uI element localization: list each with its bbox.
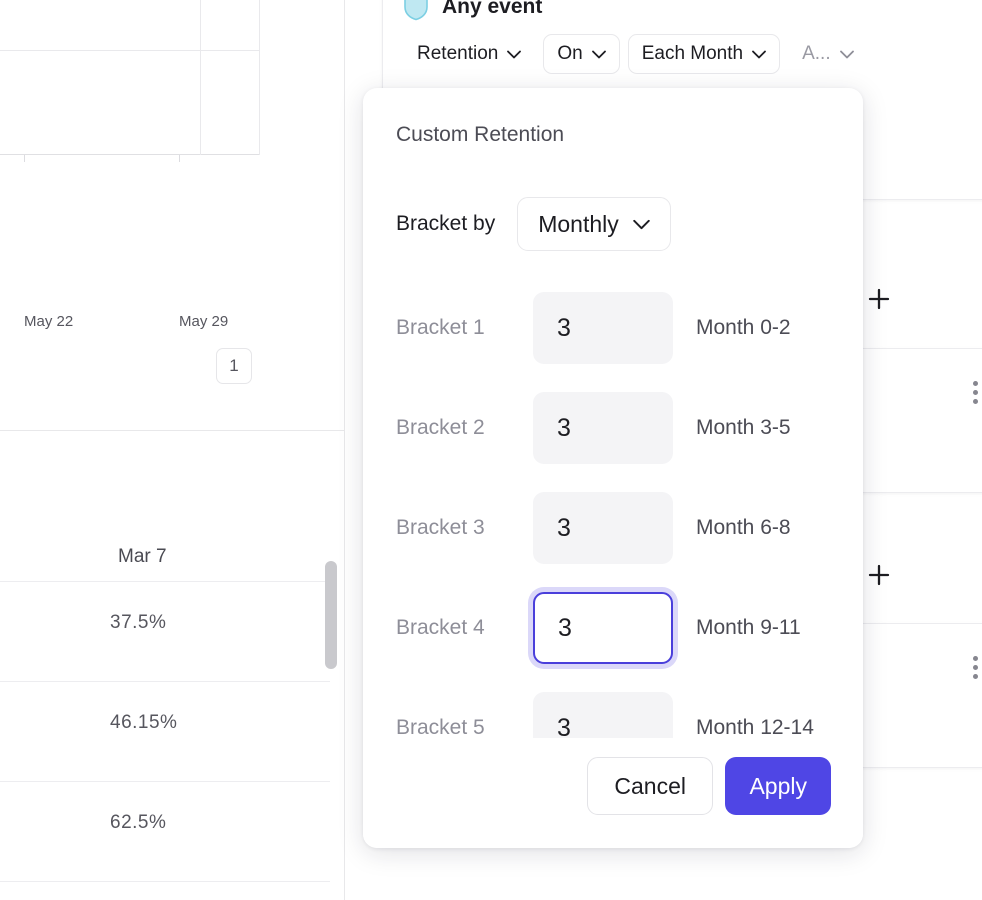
table-scrollbar-thumb[interactable] — [325, 561, 337, 669]
bracket-row-1: Bracket 1 3 Month 0-2 — [396, 278, 836, 378]
chevron-down-icon — [591, 50, 606, 58]
add-step-button-2[interactable] — [864, 560, 894, 590]
bracket-by-row: Bracket by Monthly — [396, 197, 671, 251]
chart-axis-tick — [179, 155, 180, 162]
bracket-size-input[interactable]: 3 — [533, 392, 673, 464]
panel-divider — [0, 430, 345, 431]
custom-retention-dialog: Custom Retention Bracket by Monthly Brac… — [363, 88, 863, 848]
chart-axis-tick — [24, 155, 25, 162]
dialog-footer: Cancel Apply — [363, 738, 863, 848]
table-inner: 6 Mar 7 % 37.5% % 46.15% % 62.5% % 41. — [0, 431, 330, 900]
table-cell: 46.15% — [110, 712, 178, 733]
on-label: On — [557, 43, 583, 64]
bracket-range-label: Month 9-11 — [696, 616, 801, 639]
extra-label: A... — [802, 43, 831, 64]
bracket-label: Bracket 4 — [396, 616, 485, 639]
x-axis-label-0: May 22 — [24, 313, 74, 330]
event-name-label: Any event — [442, 0, 543, 18]
bracket-label: Bracket 1 — [396, 316, 485, 339]
bracket-row-3: Bracket 3 3 Month 6-8 — [396, 478, 836, 578]
brackets-scroll-area[interactable]: Bracket 1 3 Month 0-2 Bracket 2 3 Month … — [363, 278, 863, 808]
chart-vertical-line — [259, 0, 260, 155]
on-dropdown[interactable]: On — [543, 34, 620, 74]
chevron-down-icon — [839, 50, 854, 58]
bracket-by-select[interactable]: Monthly — [517, 197, 671, 251]
extra-dropdown[interactable]: A... — [788, 34, 868, 74]
bracket-row-2: Bracket 2 3 Month 3-5 — [396, 378, 836, 478]
chart-plot-area — [0, 0, 260, 305]
table-cell: 62.5% — [110, 812, 167, 833]
metric-type-label: Retention — [417, 43, 499, 64]
apply-button[interactable]: Apply — [725, 757, 831, 815]
metric-type-dropdown[interactable]: Retention — [403, 34, 536, 74]
bracket-range-label: Month 6-8 — [696, 516, 791, 539]
plus-icon — [868, 564, 890, 586]
event-controls: Retention On Each Month A... — [403, 34, 868, 74]
table-row: % 46.15% — [0, 681, 330, 781]
retention-table: 6 Mar 7 % 37.5% % 46.15% % 62.5% % 41. — [0, 431, 345, 900]
plus-icon — [868, 288, 890, 310]
kebab-menu-icon[interactable] — [962, 377, 982, 407]
table-row: % 37.5% — [0, 581, 330, 681]
shield-icon — [403, 0, 429, 21]
chevron-down-icon — [752, 50, 767, 58]
table-header-row: 6 Mar 7 — [0, 431, 330, 581]
chevron-down-icon — [507, 50, 522, 58]
bracket-size-input-focused[interactable]: 3 — [533, 592, 673, 664]
kebab-menu-icon[interactable] — [962, 652, 982, 682]
chart-pagination-button[interactable]: 1 — [216, 348, 252, 384]
chart-vertical-line — [200, 0, 201, 155]
bracket-label: Bracket 2 — [396, 416, 485, 439]
chart-gridline — [0, 50, 260, 51]
scatter-chart: May 22 May 29 1 — [0, 0, 345, 430]
bracket-by-label: Bracket by — [396, 212, 496, 235]
chevron-down-icon — [633, 219, 650, 229]
event-header: Any event — [403, 0, 542, 21]
bracket-label: Bracket 3 — [396, 516, 485, 539]
table-cell: 37.5% — [110, 612, 167, 633]
period-label: Each Month — [641, 43, 744, 64]
bracket-label: Bracket 5 — [396, 716, 485, 739]
table-row: % 41.18% — [0, 881, 330, 900]
cancel-button[interactable]: Cancel — [587, 757, 713, 815]
dialog-title: Custom Retention — [396, 123, 565, 146]
add-step-button-1[interactable] — [864, 284, 894, 314]
bracket-size-input[interactable]: 3 — [533, 492, 673, 564]
bracket-range-label: Month 3-5 — [696, 416, 791, 439]
vertical-divider — [344, 0, 345, 900]
left-panel: May 22 May 29 1 6 Mar 7 % 37.5% % 46.15% — [0, 0, 345, 900]
bracket-size-input[interactable]: 3 — [533, 292, 673, 364]
bracket-range-label: Month 12-14 — [696, 716, 814, 739]
table-col-header-1: Mar 7 — [118, 546, 167, 567]
x-axis-label-1: May 29 — [179, 313, 229, 330]
chart-axis-line — [0, 154, 260, 155]
bracket-row-4: Bracket 4 3 Month 9-11 — [396, 578, 836, 678]
table-row: % 62.5% — [0, 781, 330, 881]
period-dropdown[interactable]: Each Month — [627, 34, 781, 74]
bracket-range-label: Month 0-2 — [696, 316, 791, 339]
bracket-by-value: Monthly — [538, 210, 619, 237]
